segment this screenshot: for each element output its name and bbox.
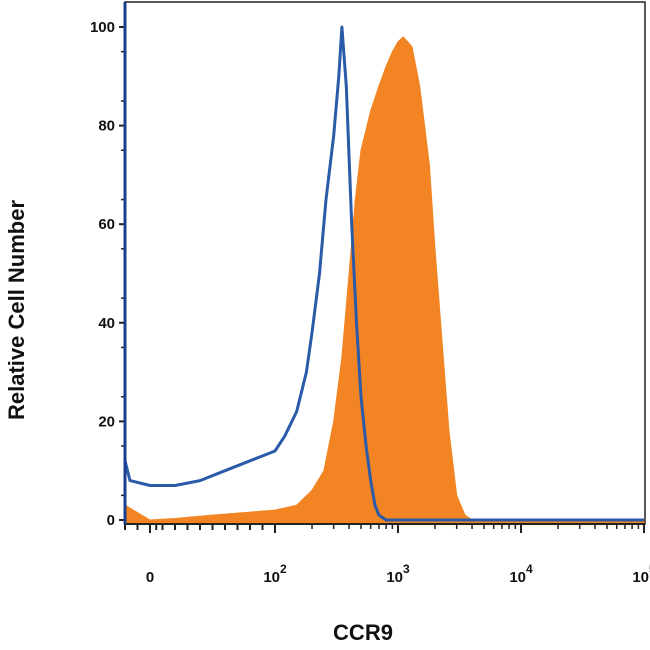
- series-0-area: [124, 36, 645, 525]
- x-tick-label: 104: [509, 562, 533, 586]
- series-layer: [123, 25, 645, 525]
- x-axis: 0 102 103 104 105: [124, 524, 650, 586]
- y-tick-label: 20: [98, 413, 115, 430]
- y-axis: 0 20 40 60 80 100: [90, 19, 125, 529]
- x-tick-exponent: 2: [280, 562, 287, 576]
- y-tick-label: 100: [90, 19, 115, 36]
- x-tick-label: 0: [146, 569, 154, 586]
- series-1-line: [123, 25, 644, 522]
- y-axis-title: Relative Cell Number: [4, 200, 29, 421]
- x-tick-exponent: 4: [526, 562, 533, 576]
- x-tick-label: 103: [386, 562, 410, 586]
- y-tick-label: 80: [98, 118, 115, 135]
- y-tick-label: 0: [107, 512, 115, 529]
- x-axis-title: CCR9: [333, 620, 393, 645]
- y-tick-label: 60: [98, 216, 115, 233]
- x-tick-exponent: 3: [403, 562, 410, 576]
- x-tick-label: 105: [632, 562, 650, 586]
- y-tick-label: 40: [98, 315, 115, 332]
- x-tick-label: 102: [263, 562, 287, 586]
